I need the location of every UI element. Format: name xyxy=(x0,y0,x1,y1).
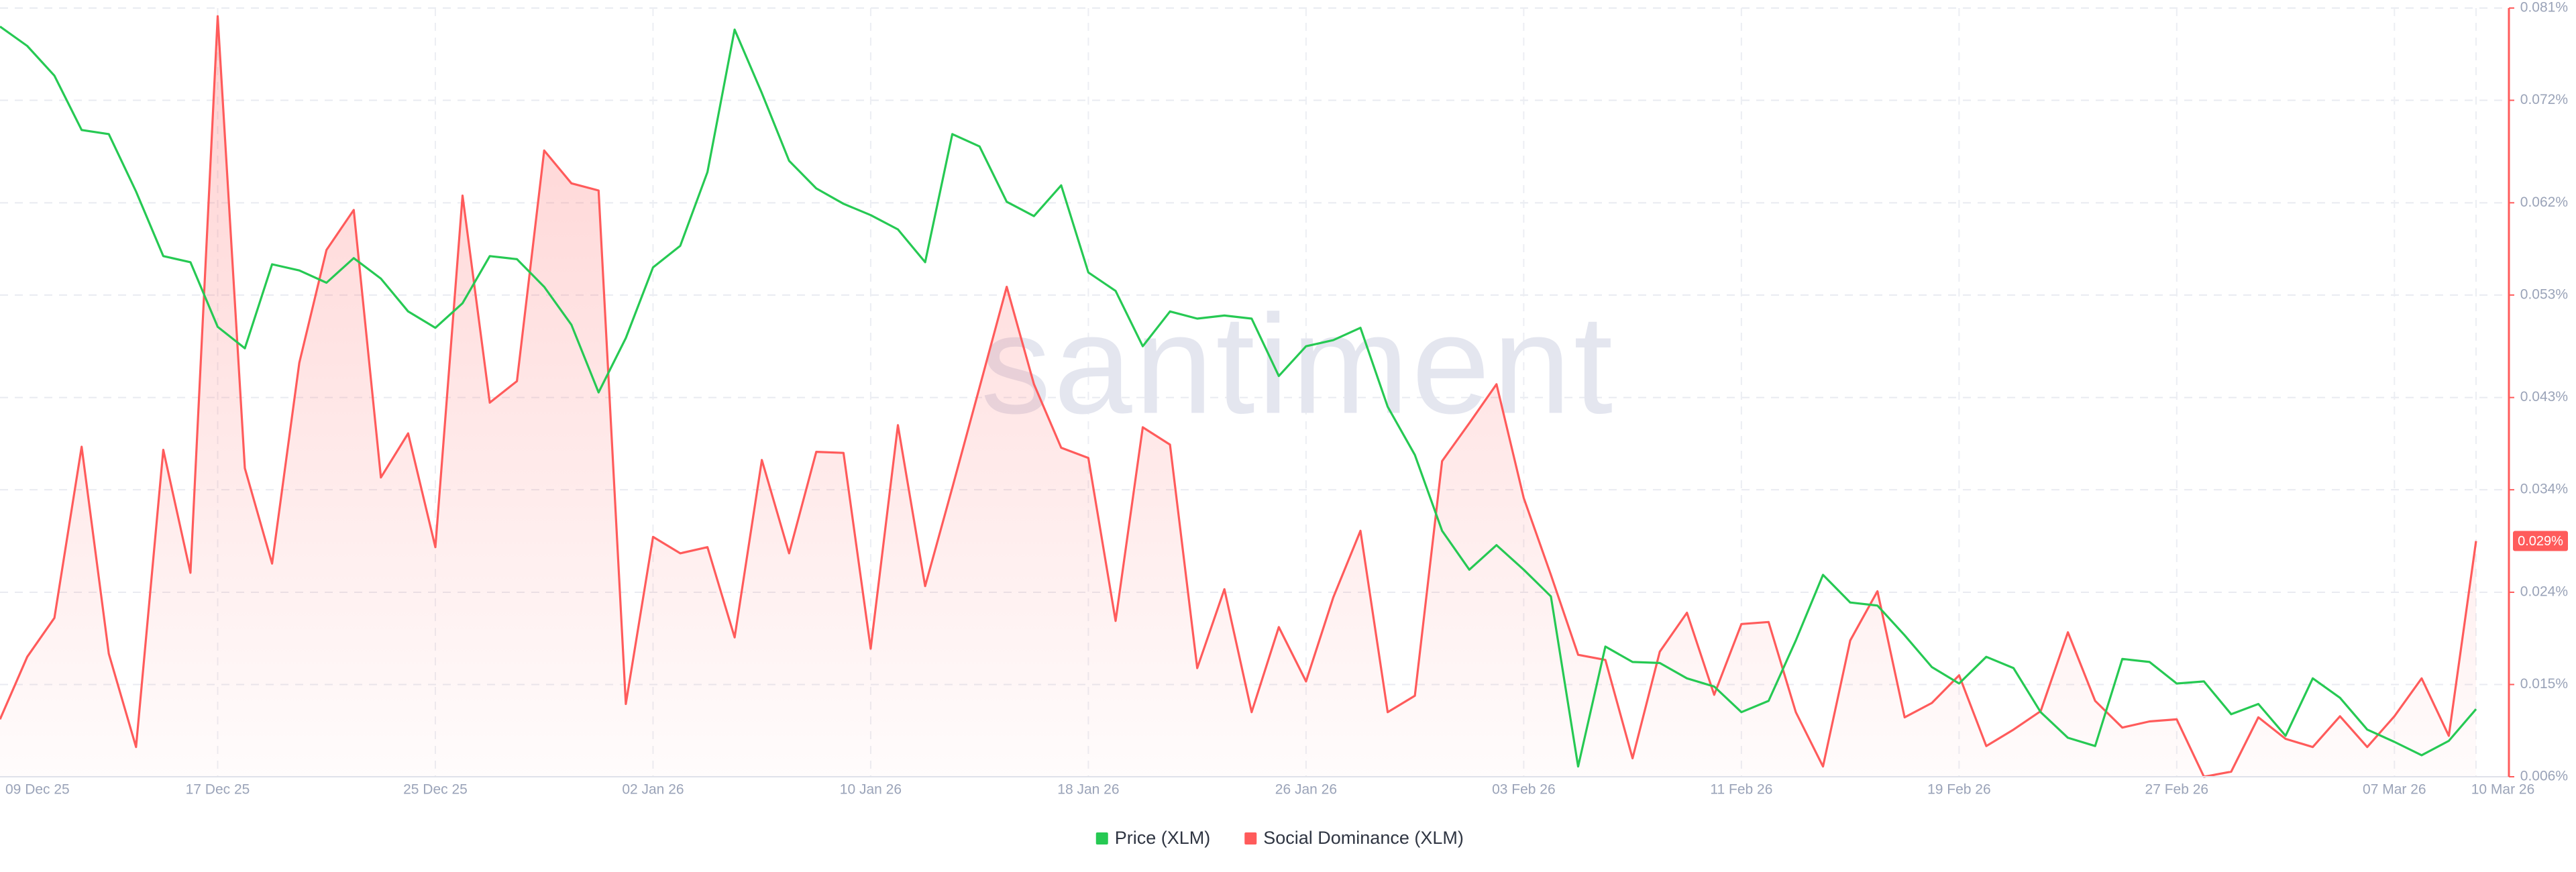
x-tick-label: 19 Feb 26 xyxy=(1927,782,1991,798)
x-tick-label: 03 Feb 26 xyxy=(1492,782,1556,798)
x-tick-label: 11 Feb 26 xyxy=(1710,782,1772,798)
x-tick-label: 02 Jan 26 xyxy=(622,782,684,798)
legend-swatch xyxy=(1095,832,1108,844)
legend-label: Social Dominance (XLM) xyxy=(1263,828,1464,848)
plot-area xyxy=(0,15,2477,778)
x-tick-label: 07 Mar 26 xyxy=(2363,782,2426,798)
y-tick-label: 0.072% xyxy=(2520,92,2568,107)
legend-label: Price (XLM) xyxy=(1115,828,1211,848)
x-tick-label: 17 Dec 25 xyxy=(186,782,250,798)
x-tick-label: 10 Jan 26 xyxy=(840,782,902,798)
x-tick-label: 18 Jan 26 xyxy=(1057,782,1119,798)
y-tick-label: 0.024% xyxy=(2520,584,2568,600)
legend: Price (XLM) Social Dominance (XLM) xyxy=(1095,828,1464,848)
y-tick-label: 0.053% xyxy=(2520,286,2568,302)
y-tick-label: 0.062% xyxy=(2520,195,2568,210)
x-tick-label: 25 Dec 25 xyxy=(403,782,468,798)
y-tick-label: 0.034% xyxy=(2520,482,2568,497)
value-label-box xyxy=(2513,531,2568,551)
axes: 0.006% 0.015% 0.024% 0.034% 0.043% 0.053% 0.06… xyxy=(0,0,2568,798)
line xyxy=(0,25,2477,768)
y-tick-label: 0.081% xyxy=(2520,0,2568,15)
x-tick-label: 09 Dec 25 xyxy=(5,782,70,798)
value-label: 0.029% xyxy=(2518,534,2563,549)
legend-swatch xyxy=(1244,832,1257,844)
watermark: santiment xyxy=(981,285,1615,443)
x-tick-label: 10 Mar 26 xyxy=(2471,782,2535,798)
y-tick-label: 0.015% xyxy=(2520,676,2568,692)
line xyxy=(0,15,2477,778)
x-tick-label: 27 Feb 26 xyxy=(2145,782,2209,798)
x-tick-label: 26 Jan 26 xyxy=(1275,782,1337,798)
y-tick-label: 0.006% xyxy=(2520,769,2568,784)
y-tick-label: 0.043% xyxy=(2520,389,2568,404)
